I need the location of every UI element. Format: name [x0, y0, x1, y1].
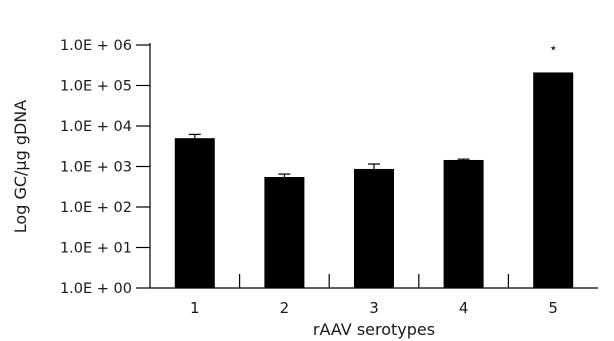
x-tick-label: 1 [190, 299, 200, 317]
y-tick-label: 1.0E + 01 [60, 241, 132, 257]
bar-4 [443, 159, 484, 288]
y-tick-label: 1.0E + 04 [60, 119, 132, 135]
y-axis-title: Log GC/µg gDNA [11, 100, 30, 233]
x-axis-title: rAAV serotypes [313, 320, 435, 339]
y-tick-label: 1.0E + 06 [60, 38, 132, 54]
y-axis-ticks: 1.0E + 00 1.0E + 01 1.0E + 02 1.0E + 03 1.0E… [60, 38, 150, 297]
y-tick-label: 1.0E + 02 [60, 200, 132, 216]
bar-3 [354, 168, 394, 288]
y-tick-label: 1.0E + 00 [60, 281, 132, 297]
x-axis-ticks: 1 2 3 4 5 [190, 274, 558, 317]
x-tick-label: 2 [280, 299, 290, 317]
significance-star: ⋆ [549, 40, 558, 56]
bar-5 [533, 72, 574, 288]
bar-1 [174, 138, 215, 288]
x-tick-label: 3 [369, 299, 379, 317]
bars: ⋆ [174, 40, 574, 288]
y-tick-label: 1.0E + 03 [60, 160, 132, 176]
x-tick-label: 5 [548, 299, 558, 317]
bar-2 [264, 177, 305, 288]
y-tick-label: 1.0E + 05 [60, 79, 132, 95]
x-tick-label: 4 [459, 299, 469, 317]
